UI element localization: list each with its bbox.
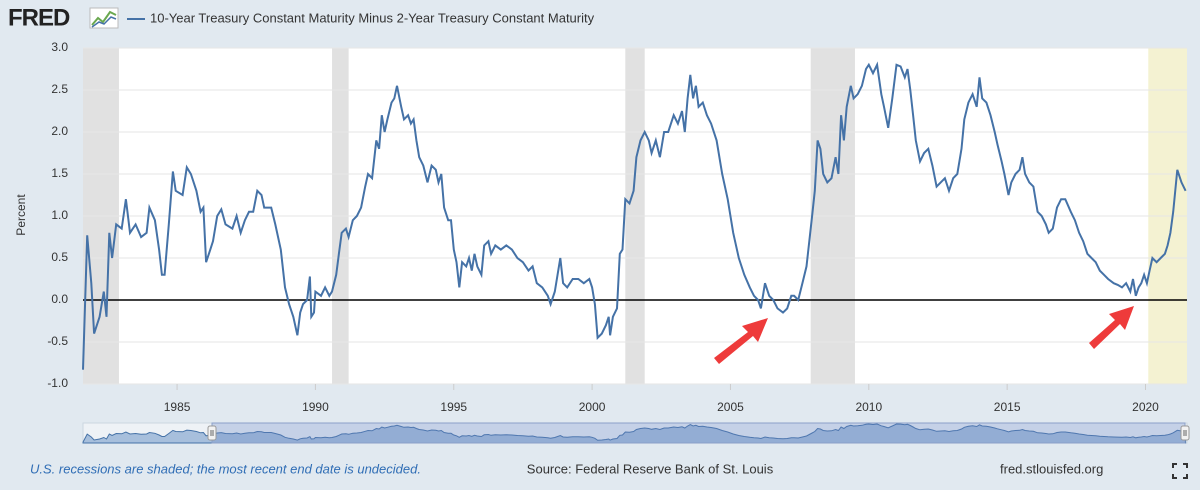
y-tick-label: -0.5	[47, 334, 68, 348]
y-tick-label: 1.0	[51, 208, 68, 222]
y-axis-label: Percent	[14, 194, 28, 236]
legend-label: 10-Year Treasury Constant Maturity Minus…	[150, 10, 595, 25]
fullscreen-icon[interactable]	[1172, 463, 1188, 479]
y-tick-label: 0.5	[51, 250, 68, 264]
footer-source: Source: Federal Reserve Bank of St. Loui…	[527, 461, 774, 476]
series-line	[82, 61, 1187, 370]
x-tick-label: 2000	[579, 400, 606, 414]
footer-note: U.S. recessions are shaded; the most rec…	[30, 461, 421, 476]
navigator-handle[interactable]	[1180, 425, 1190, 441]
x-tick-label: 1995	[440, 400, 467, 414]
logo-icon	[89, 7, 119, 29]
x-tick-label: 2015	[994, 400, 1021, 414]
navigator-selection	[211, 422, 1186, 444]
x-tick-label: 2010	[855, 400, 882, 414]
navigator-handle[interactable]	[207, 425, 217, 441]
y-tick-label: 0.0	[51, 292, 68, 306]
x-tick-label: 2005	[717, 400, 744, 414]
y-tick-label: 2.0	[51, 124, 68, 138]
y-tick-label: 2.5	[51, 82, 68, 96]
annotation-arrows	[714, 306, 1134, 364]
footer-site[interactable]: fred.stlouisfed.org	[1000, 461, 1103, 476]
logo[interactable]: FRED	[8, 4, 71, 31]
x-tick-label: 2020	[1132, 400, 1159, 414]
y-tick-label: 1.5	[51, 166, 68, 180]
x-tick-label: 1985	[164, 400, 191, 414]
y-tick-label: 3.0	[51, 40, 68, 54]
x-tick-label: 1990	[302, 400, 329, 414]
y-tick-label: -1.0	[47, 376, 68, 390]
navigator-area	[82, 423, 1187, 444]
